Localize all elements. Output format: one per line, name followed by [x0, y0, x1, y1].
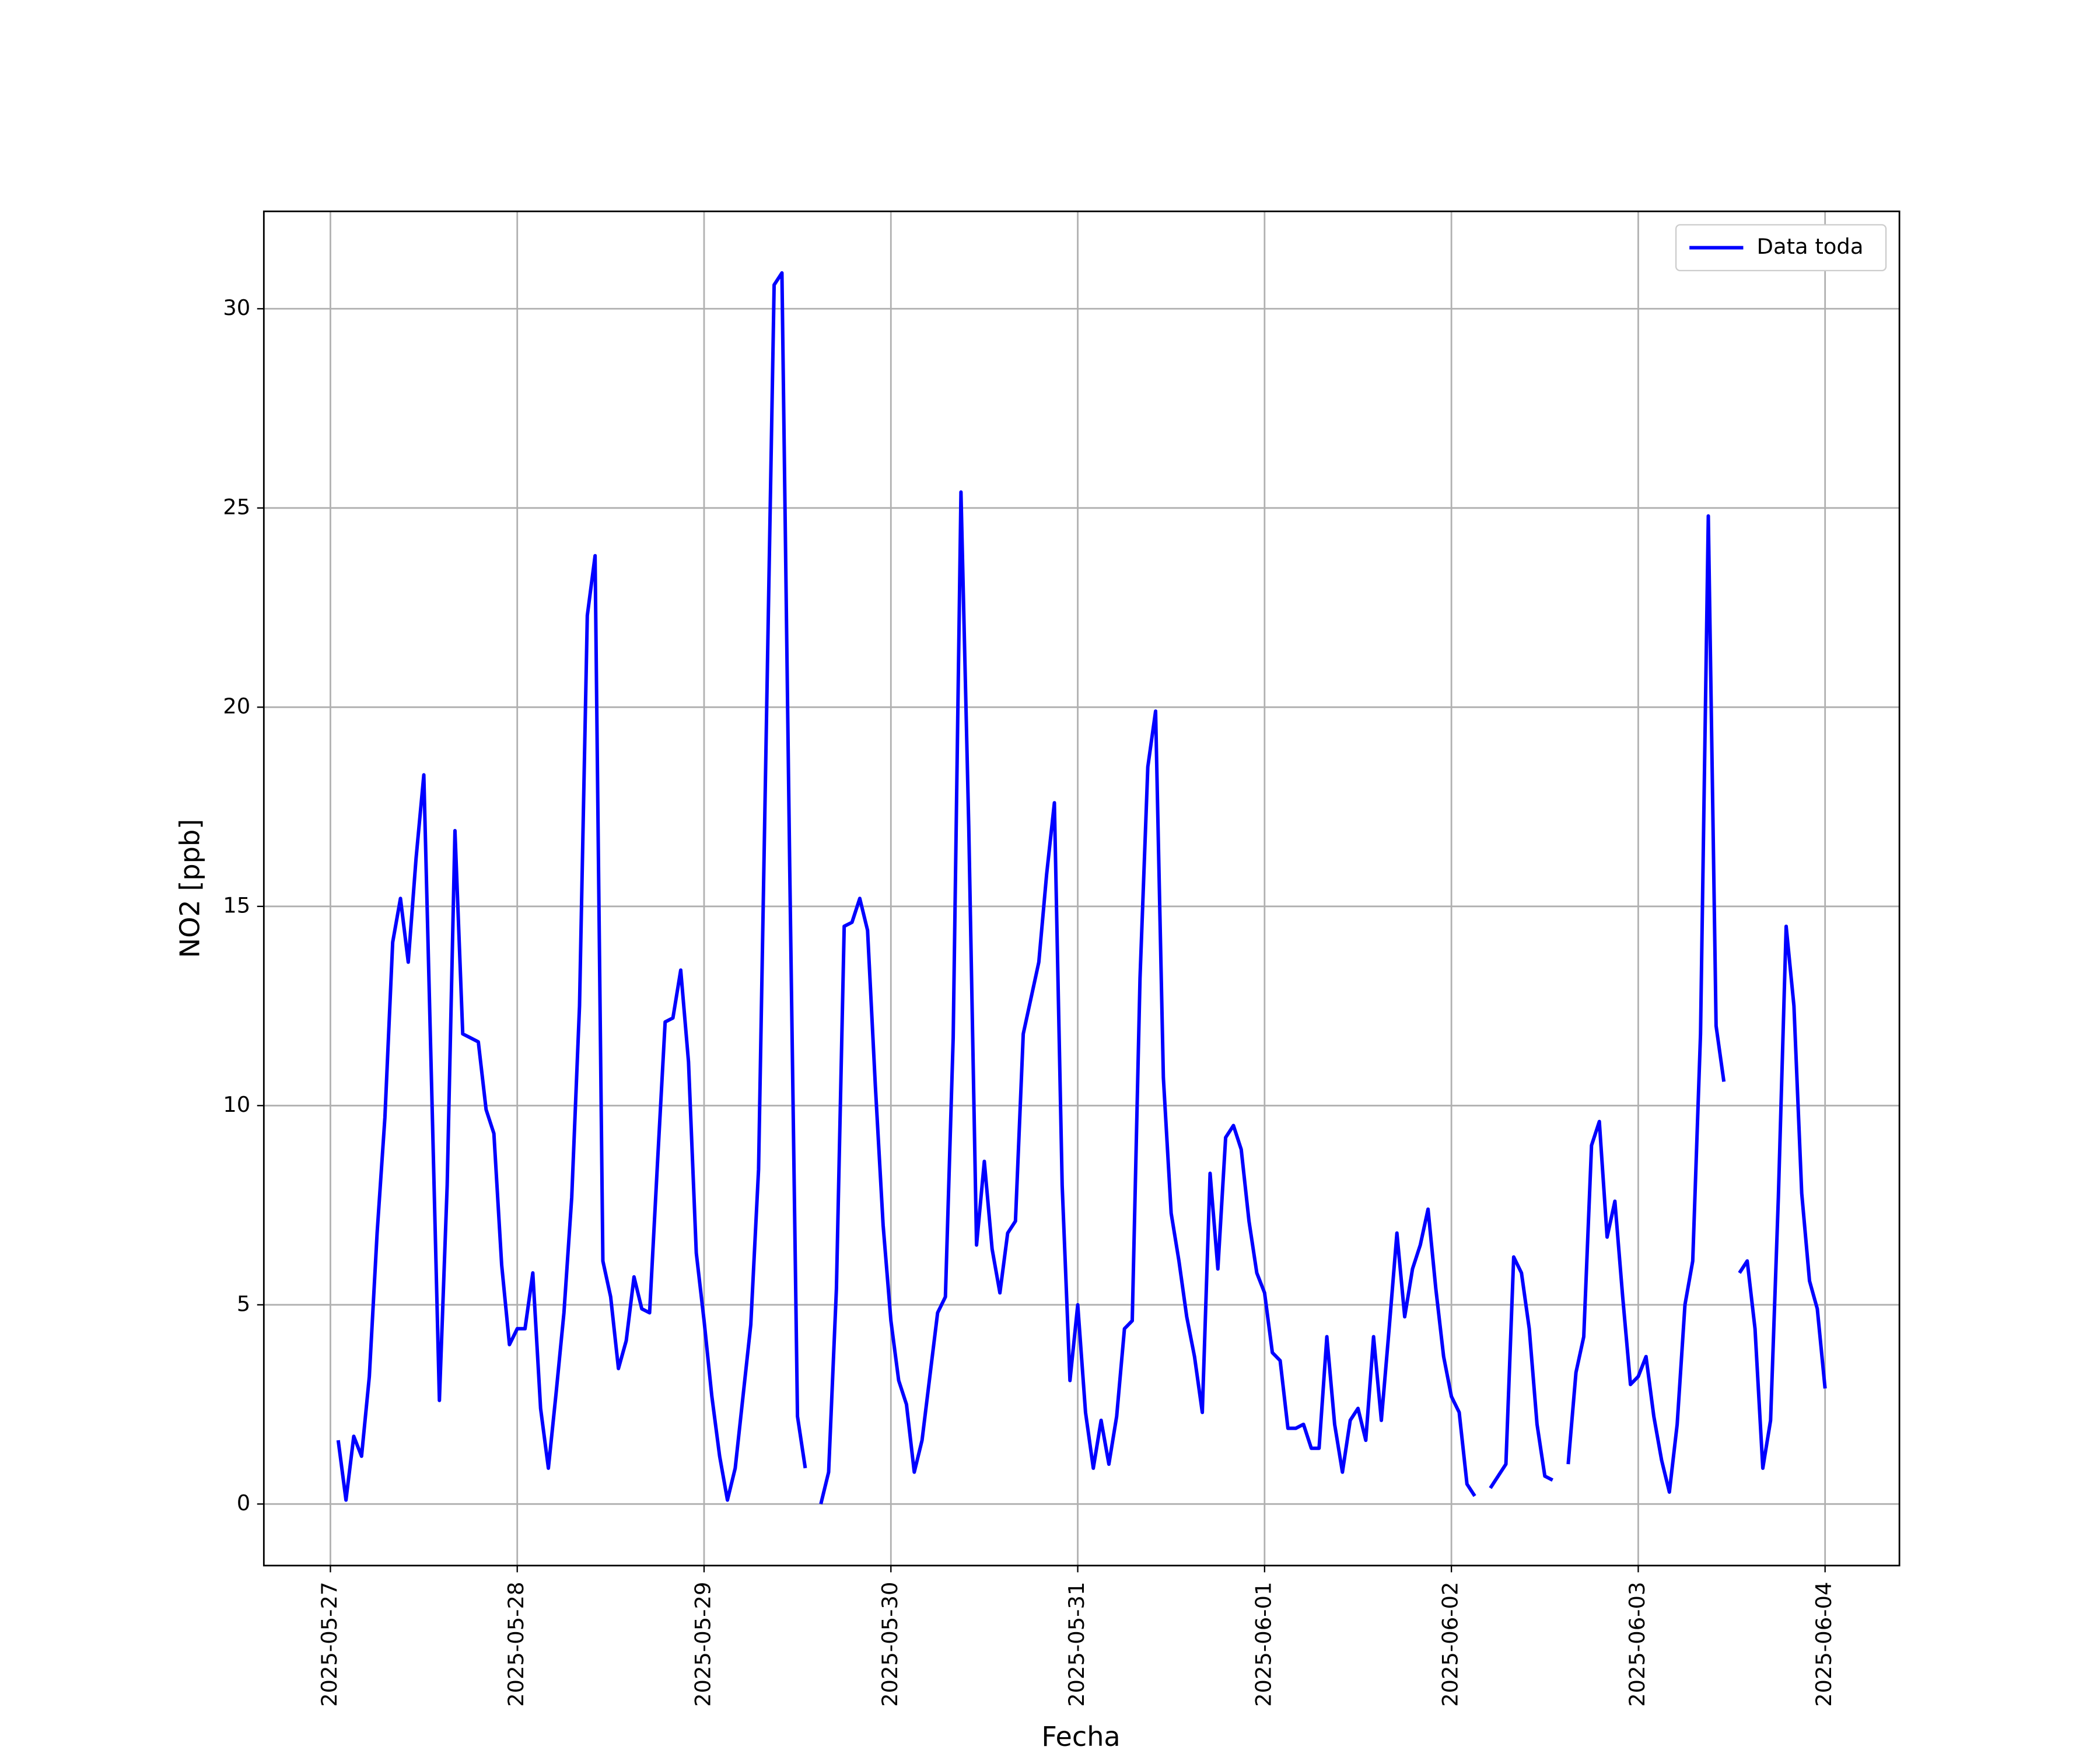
x-tick-label: 2025-05-31 — [1064, 1582, 1089, 1707]
data-line — [336, 271, 1827, 1505]
legend-label: Data toda — [1757, 234, 1864, 259]
legend-box — [1675, 224, 1887, 271]
x-tick-label: 2025-06-02 — [1438, 1582, 1463, 1707]
y-tick-label: 5 — [237, 1291, 250, 1316]
plot-frame — [262, 210, 1901, 1567]
y-tick-label: 25 — [223, 494, 250, 519]
x-tick-label: 2025-06-01 — [1251, 1582, 1276, 1707]
x-tick-label: 2025-05-30 — [877, 1582, 902, 1707]
x-tick-label: 2025-05-28 — [503, 1582, 528, 1707]
y-axis-label: NO2 [ppb] — [174, 819, 206, 958]
y-tick-label: 30 — [223, 295, 250, 320]
x-tick-label: 2025-05-29 — [690, 1582, 715, 1707]
y-tick-label: 10 — [223, 1092, 250, 1117]
y-tick-label: 15 — [223, 892, 250, 918]
y-tick-label: 0 — [237, 1490, 250, 1516]
x-tick-label: 2025-05-27 — [317, 1582, 342, 1707]
y-tick-label: 20 — [223, 694, 250, 719]
x-tick-label: 2025-06-04 — [1811, 1582, 1836, 1707]
x-axis-label: Fecha — [1041, 1721, 1120, 1750]
x-tick-label: 2025-06-03 — [1625, 1582, 1650, 1707]
